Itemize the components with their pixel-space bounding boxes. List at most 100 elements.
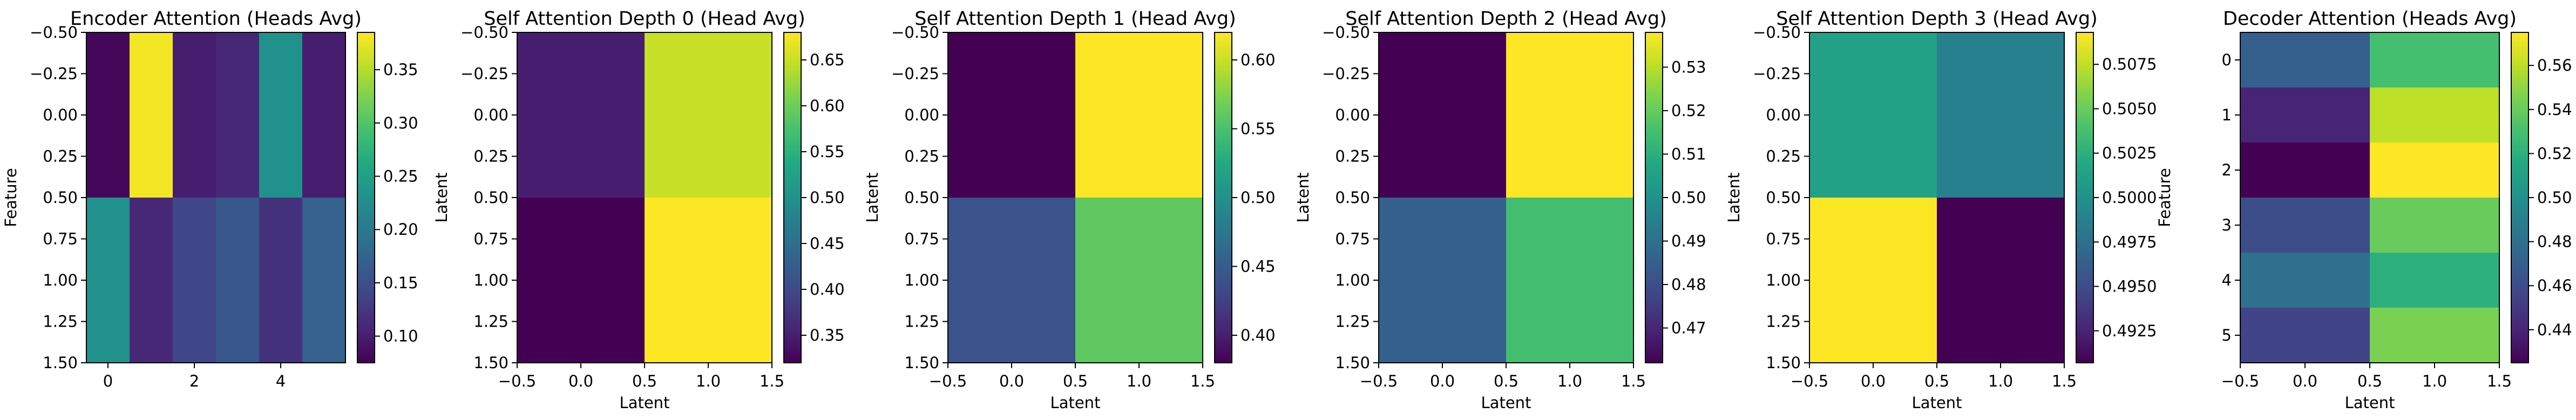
colorbar-gradient-step bbox=[2511, 253, 2528, 256]
y-tick-label: 1 bbox=[2222, 106, 2232, 124]
heatmap-cell-r2-c0 bbox=[2240, 143, 2370, 198]
colorbar-tick-label: 0.65 bbox=[810, 51, 845, 69]
colorbar-gradient-step bbox=[2511, 79, 2528, 83]
x-axis-label: Latent bbox=[2345, 394, 2395, 412]
colorbar-gradient-step bbox=[2511, 200, 2528, 204]
colorbar-gradient-step bbox=[1645, 151, 1663, 154]
colorbar-gradient-step bbox=[784, 73, 801, 77]
colorbar-gradient-step bbox=[1645, 228, 1663, 231]
colorbar-gradient-step bbox=[357, 65, 375, 69]
colorbar-gradient-step bbox=[2511, 346, 2528, 350]
x-tick-label: 0.5 bbox=[2357, 372, 2382, 390]
colorbar-gradient-step bbox=[357, 63, 375, 66]
colorbar-gradient-step bbox=[1215, 63, 1232, 66]
x-tick-label: 1.5 bbox=[2487, 372, 2512, 390]
colorbar-gradient-step bbox=[2076, 118, 2093, 121]
colorbar-gradient-step bbox=[357, 324, 375, 328]
heatmap-cell-r1-c1 bbox=[2370, 87, 2500, 143]
colorbar-gradient-step bbox=[1215, 139, 1232, 143]
colorbar-gradient-step bbox=[2076, 194, 2093, 198]
colorbar-gradient-step bbox=[2076, 134, 2093, 138]
colorbar-gradient-step bbox=[2076, 294, 2093, 297]
colorbar-gradient-step bbox=[784, 338, 801, 341]
colorbar-gradient-step bbox=[1215, 173, 1232, 176]
colorbar-gradient-step bbox=[357, 261, 375, 265]
colorbar-gradient-step bbox=[357, 54, 375, 58]
colorbar-gradient-step bbox=[2511, 43, 2528, 47]
colorbar-gradient-step bbox=[1645, 93, 1663, 97]
colorbar-gradient-step bbox=[1645, 203, 1663, 207]
colorbar-gradient-step bbox=[2511, 60, 2528, 63]
colorbar-gradient-step bbox=[784, 186, 801, 190]
x-tick-label: 1.0 bbox=[1988, 372, 2013, 390]
colorbar-gradient-step bbox=[1645, 231, 1663, 234]
x-tick-label: −0.5 bbox=[498, 372, 536, 390]
y-axis-label: Latent bbox=[863, 173, 882, 223]
colorbar-gradient-step bbox=[1215, 283, 1232, 286]
y-tick-label: 0.75 bbox=[1766, 230, 1801, 248]
colorbar-gradient-step bbox=[2511, 321, 2528, 325]
colorbar-gradient-step bbox=[357, 46, 375, 50]
colorbar-gradient-step bbox=[2076, 32, 2093, 36]
colorbar-gradient-step bbox=[1645, 329, 1663, 333]
y-tick-label: 1.50 bbox=[43, 354, 78, 372]
colorbar-gradient-step bbox=[357, 255, 375, 259]
colorbar-gradient-step bbox=[2511, 228, 2528, 231]
colorbar-gradient-step bbox=[1645, 156, 1663, 160]
y-tick-label: −0.50 bbox=[30, 23, 78, 42]
colorbar-tick-label: 0.20 bbox=[383, 220, 418, 239]
colorbar-gradient-step bbox=[1215, 73, 1232, 77]
y-tick-label: 0.50 bbox=[1766, 188, 1801, 207]
colorbar-gradient-step bbox=[1645, 277, 1663, 281]
colorbar-gradient-step bbox=[784, 316, 801, 320]
colorbar-gradient-step bbox=[357, 308, 375, 311]
colorbar-gradient-step bbox=[2076, 360, 2093, 363]
colorbar-gradient-step bbox=[784, 266, 801, 270]
colorbar-gradient-step bbox=[1645, 73, 1663, 77]
colorbar-tick-label: 0.46 bbox=[2537, 276, 2572, 295]
y-tick-label: 0.00 bbox=[1335, 106, 1370, 124]
colorbar-gradient-step bbox=[2511, 159, 2528, 162]
colorbar-gradient-step bbox=[357, 277, 375, 281]
colorbar-gradient-step bbox=[2511, 186, 2528, 190]
colorbar-gradient-step bbox=[1215, 349, 1232, 353]
colorbar-gradient-step bbox=[2076, 106, 2093, 110]
chart-title: Self Attention Depth 2 (Head Avg) bbox=[1345, 8, 1666, 30]
heatmap-cell-r4-c0 bbox=[2240, 253, 2370, 308]
colorbar-gradient-step bbox=[2076, 73, 2093, 77]
colorbar-gradient-step bbox=[1215, 181, 1232, 185]
colorbar-gradient-step bbox=[2076, 189, 2093, 193]
colorbar-gradient-step bbox=[784, 274, 801, 278]
colorbar-gradient-step bbox=[784, 236, 801, 240]
colorbar-gradient-step bbox=[2076, 239, 2093, 242]
heatmap-cell-r0-c1 bbox=[645, 32, 772, 198]
heatmap-cell-r0-c1 bbox=[1075, 32, 1203, 198]
y-tick-label: −0.25 bbox=[30, 65, 78, 83]
colorbar-gradient-step bbox=[1215, 38, 1232, 42]
colorbar-gradient-step bbox=[784, 239, 801, 242]
colorbar-gradient-step bbox=[2076, 170, 2093, 173]
colorbar-gradient-step bbox=[784, 231, 801, 234]
y-tick-label: 0.75 bbox=[1335, 230, 1370, 248]
colorbar-gradient-step bbox=[784, 269, 801, 273]
colorbar-gradient-step bbox=[2076, 255, 2093, 259]
colorbar-gradient-step bbox=[2511, 126, 2528, 130]
colorbar-gradient-step bbox=[1645, 112, 1663, 116]
colorbar-gradient-step bbox=[2076, 343, 2093, 347]
colorbar-gradient-step bbox=[357, 90, 375, 93]
colorbar-gradient-step bbox=[357, 79, 375, 83]
colorbar-gradient-step bbox=[1645, 258, 1663, 262]
colorbar-gradient-step bbox=[2511, 123, 2528, 127]
colorbar-tick-label: 0.5000 bbox=[2102, 188, 2157, 207]
colorbar-gradient-step bbox=[2076, 156, 2093, 160]
colorbar-gradient-step bbox=[784, 299, 801, 303]
colorbar-gradient-step bbox=[784, 159, 801, 162]
colorbar-gradient-step bbox=[1215, 134, 1232, 138]
y-tick-label: −0.50 bbox=[891, 23, 939, 42]
colorbar-gradient-step bbox=[1645, 313, 1663, 317]
colorbar-gradient-step bbox=[2076, 145, 2093, 148]
colorbar-gradient-step bbox=[357, 151, 375, 154]
colorbar-gradient-step bbox=[2076, 123, 2093, 127]
x-tick-label: −0.5 bbox=[2221, 372, 2259, 390]
colorbar-gradient-step bbox=[357, 338, 375, 341]
